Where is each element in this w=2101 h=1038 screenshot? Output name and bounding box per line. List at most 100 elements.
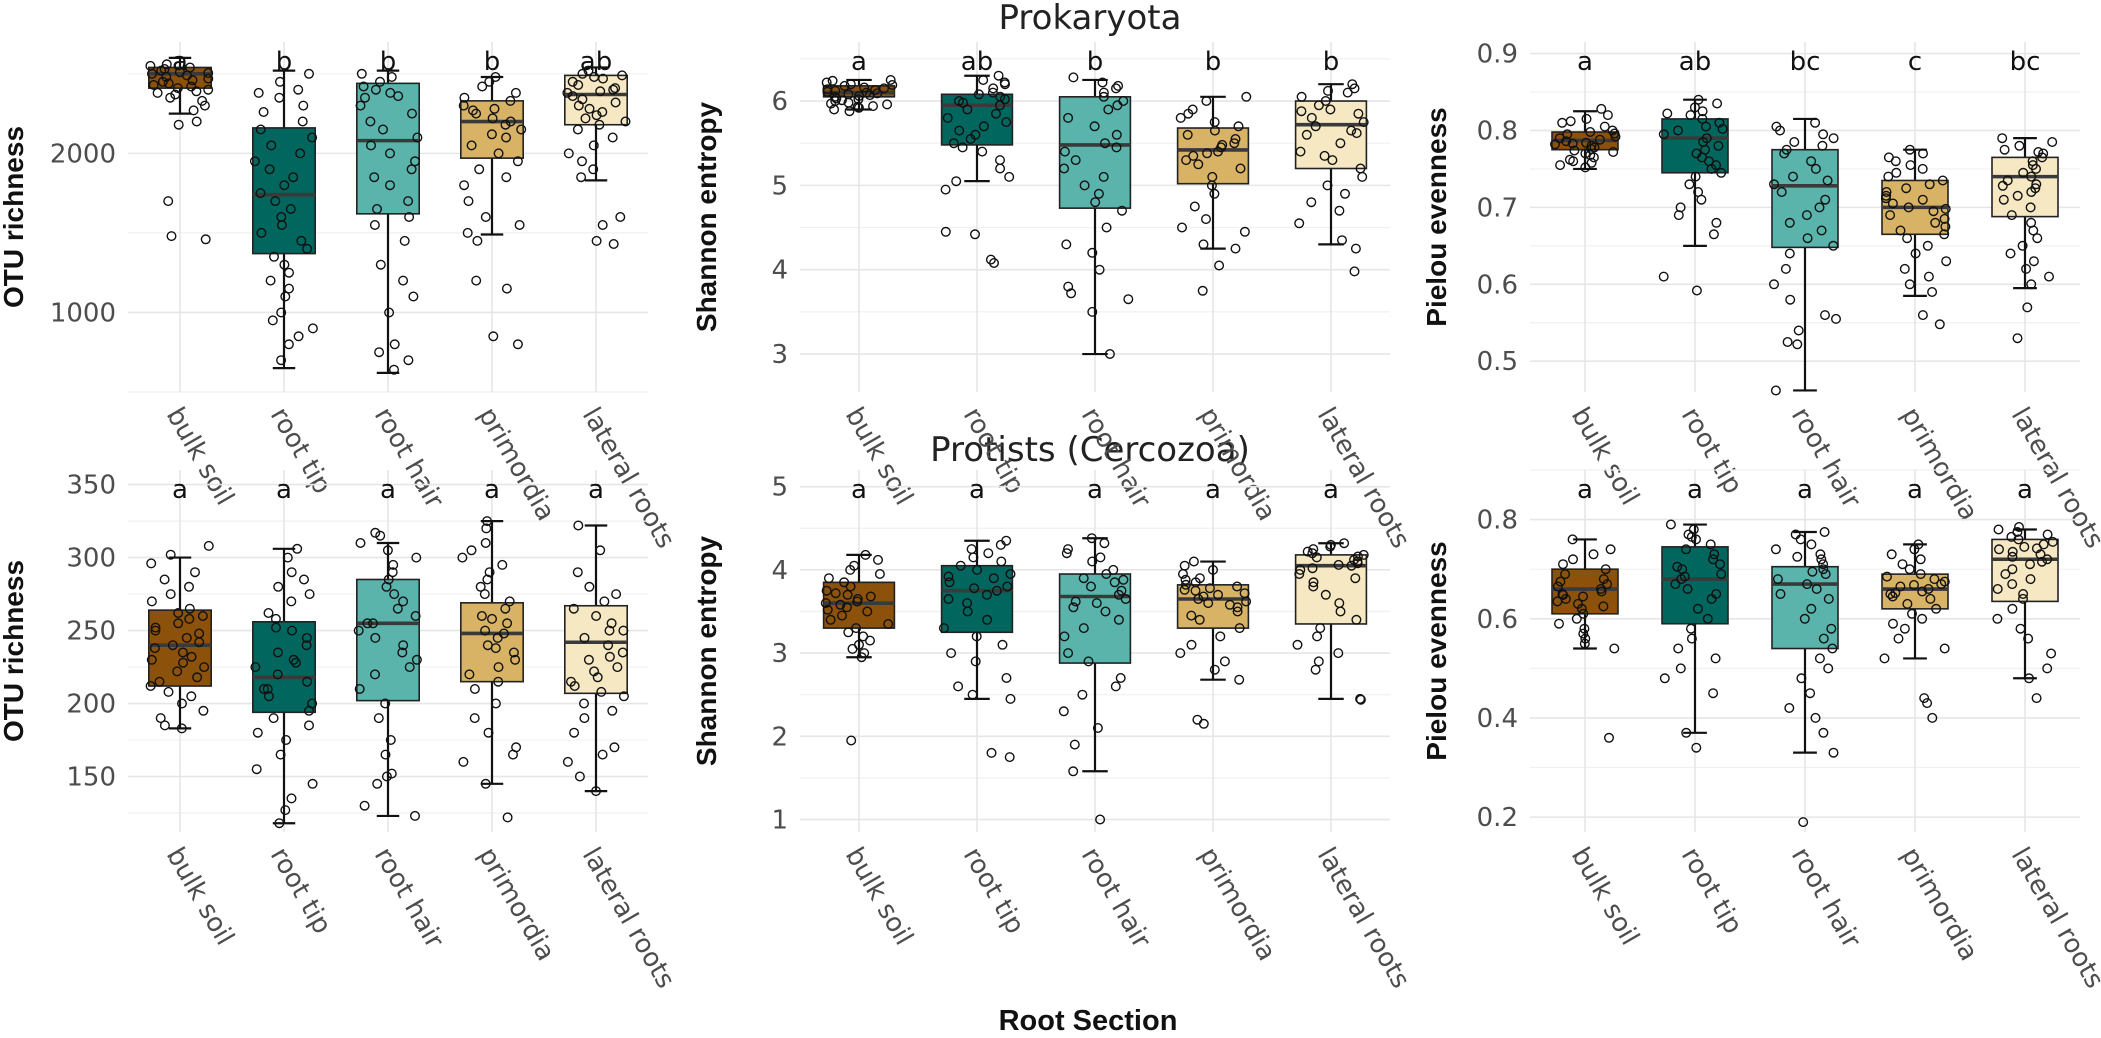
data-point <box>273 581 284 592</box>
data-point <box>1681 727 1692 738</box>
data-point <box>375 530 386 541</box>
data-point <box>480 538 491 549</box>
data-point <box>584 103 595 114</box>
data-point <box>859 82 870 93</box>
data-point <box>159 63 170 74</box>
data-point <box>1229 138 1240 149</box>
data-point <box>370 669 381 680</box>
data-point <box>381 771 392 782</box>
data-point <box>603 640 614 651</box>
data-point <box>1561 136 1572 147</box>
data-point <box>580 113 591 124</box>
y-tick-label: 0.2 <box>1477 803 1518 833</box>
data-point <box>971 631 982 642</box>
data-point <box>887 79 898 90</box>
data-point <box>1063 281 1074 292</box>
data-point <box>1902 233 1913 244</box>
data-point <box>1333 648 1344 659</box>
data-point <box>962 104 973 115</box>
data-point <box>1917 163 1928 174</box>
data-point <box>1336 235 1347 246</box>
data-point <box>2017 593 2028 604</box>
data-point <box>1923 271 1934 282</box>
data-point <box>189 567 200 578</box>
data-point <box>617 647 628 658</box>
data-point <box>1567 138 1578 149</box>
data-point <box>1581 113 1592 124</box>
data-point <box>591 786 602 797</box>
data-point <box>366 140 377 151</box>
data-point <box>991 108 1002 119</box>
data-point <box>1241 596 1252 607</box>
data-point <box>1099 138 1110 149</box>
data-point <box>1690 171 1701 182</box>
data-point <box>411 552 422 563</box>
data-point <box>1823 593 1834 604</box>
data-point <box>1799 613 1810 624</box>
data-point <box>612 662 623 673</box>
data-point <box>1310 121 1321 132</box>
data-point <box>1917 613 1928 624</box>
data-point <box>2025 574 2036 585</box>
data-point <box>1335 138 1346 149</box>
data-point <box>1689 102 1700 113</box>
data-point <box>989 258 1000 269</box>
data-point <box>464 669 475 680</box>
data-point <box>1658 271 1669 282</box>
data-point <box>1097 77 1108 88</box>
data-point <box>145 681 156 692</box>
data-point <box>999 77 1010 88</box>
data-point <box>285 203 296 214</box>
data-point <box>579 698 590 709</box>
data-point <box>1110 83 1121 94</box>
data-point <box>155 713 166 724</box>
data-point <box>823 573 834 584</box>
data-point <box>375 76 386 87</box>
data-point <box>1310 664 1321 675</box>
data-point <box>1568 156 1579 167</box>
data-point <box>568 603 579 614</box>
data-point <box>1886 549 1897 560</box>
data-point <box>271 622 282 633</box>
y-tick-label: 0.7 <box>1477 193 1518 223</box>
data-point <box>604 625 615 636</box>
data-point <box>1770 385 1781 396</box>
data-point <box>981 589 992 600</box>
data-point <box>1818 727 1829 738</box>
data-point <box>1098 171 1109 182</box>
data-point <box>885 74 896 85</box>
data-point <box>476 611 487 622</box>
data-point <box>573 79 584 90</box>
data-point <box>386 768 397 779</box>
significance-letter: a <box>1087 475 1103 505</box>
box-rect <box>940 93 1014 146</box>
data-point <box>1893 633 1904 644</box>
data-point <box>1327 155 1338 166</box>
data-point <box>1308 581 1319 592</box>
data-point <box>283 339 294 350</box>
data-point <box>1772 574 1783 585</box>
data-point <box>173 618 184 629</box>
x-tick-label: lateral roots <box>1311 843 1416 994</box>
data-point <box>1567 534 1578 545</box>
data-point <box>1706 593 1717 604</box>
data-point <box>251 764 262 775</box>
data-point <box>184 62 195 73</box>
data-point <box>851 623 862 634</box>
data-point <box>2042 663 2053 674</box>
data-point <box>1087 247 1098 258</box>
data-point <box>943 571 954 582</box>
data-point <box>399 235 410 246</box>
data-point <box>1308 544 1319 555</box>
data-point <box>512 339 523 350</box>
data-point <box>1296 91 1307 102</box>
data-point <box>1998 194 2009 205</box>
data-point <box>1713 140 1724 151</box>
y-tick-label: 350 <box>66 471 116 501</box>
data-point <box>1941 256 1952 267</box>
data-point <box>1086 533 1097 544</box>
data-point <box>1711 217 1722 228</box>
